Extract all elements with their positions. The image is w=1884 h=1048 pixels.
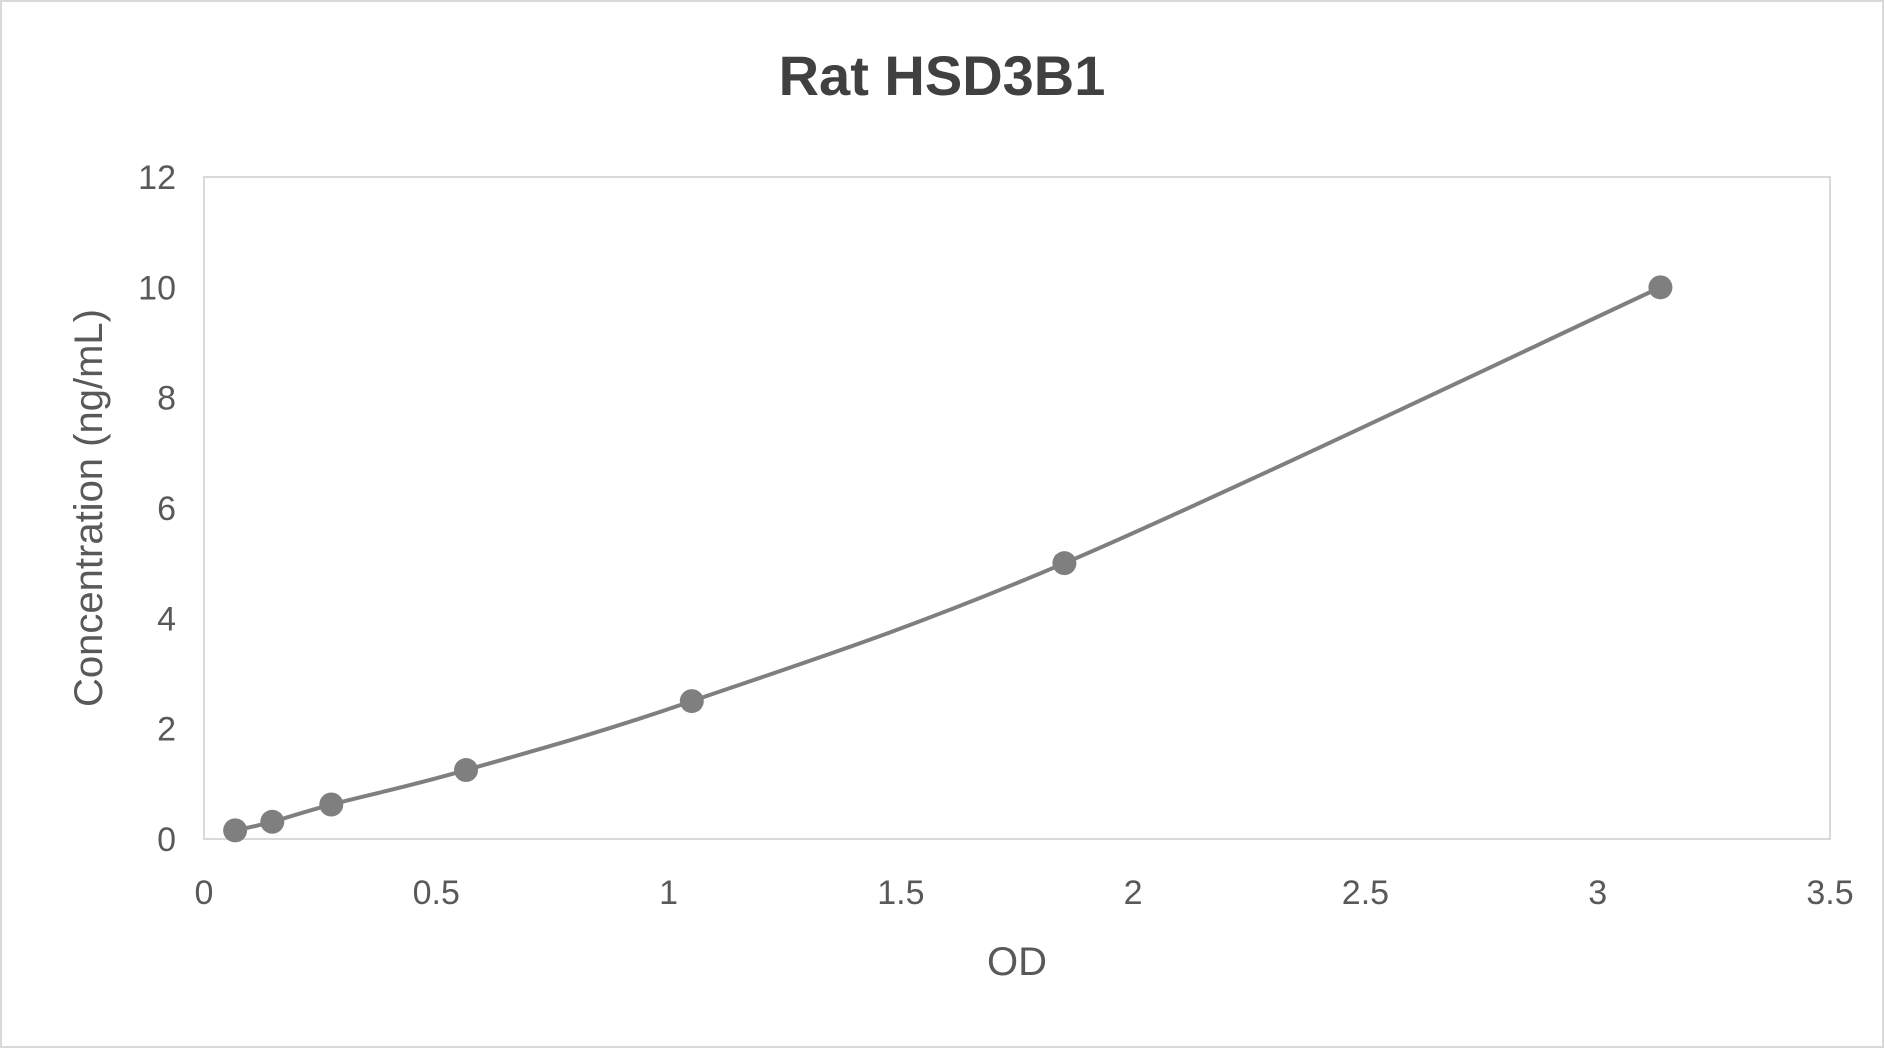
y-tick-label: 0	[157, 821, 176, 859]
x-tick-label: 1.5	[877, 874, 924, 912]
x-axis-label: OD	[987, 940, 1047, 984]
data-point	[1648, 275, 1673, 300]
data-point	[319, 792, 344, 817]
x-tick-label: 3.5	[1806, 874, 1853, 912]
data-point	[260, 809, 285, 834]
x-tick-label: 1	[659, 874, 678, 912]
y-tick-label: 4	[157, 600, 176, 638]
y-tick-label: 6	[157, 490, 176, 528]
x-tick-label: 0	[195, 874, 214, 912]
x-tick-label: 3	[1588, 874, 1607, 912]
data-point	[223, 818, 248, 843]
data-point	[1052, 551, 1077, 576]
y-tick-label: 12	[138, 159, 176, 197]
y-tick-label: 10	[138, 269, 176, 307]
data-point	[454, 758, 479, 783]
x-tick-label: 2	[1124, 874, 1143, 912]
y-tick-label: 2	[157, 711, 176, 749]
data-point	[679, 689, 704, 714]
chart-title: Rat HSD3B1	[779, 44, 1106, 107]
y-tick-label: 8	[157, 380, 176, 418]
x-tick-label: 2.5	[1342, 874, 1389, 912]
x-tick-label: 0.5	[413, 874, 460, 912]
plot-area	[203, 176, 1831, 840]
y-axis-label: Concentration (ng/mL)	[67, 309, 111, 707]
